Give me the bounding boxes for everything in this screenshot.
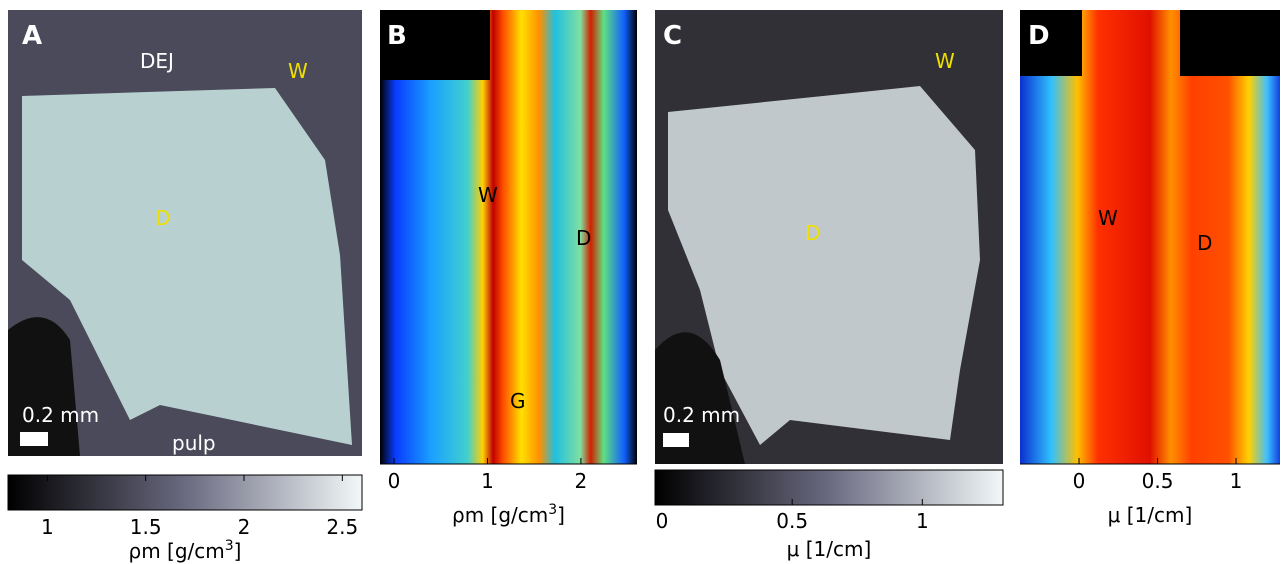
image-label: D	[1197, 231, 1212, 255]
tick-label: 1	[41, 515, 54, 539]
image-label: D	[805, 221, 820, 245]
tick-label: 0	[388, 469, 401, 493]
panel-b	[380, 10, 637, 464]
image-label: G	[510, 389, 526, 413]
tick-label: 2	[238, 515, 251, 539]
axis-label: μ [1/cm]	[787, 537, 872, 561]
axis-label-text: μ [1/cm]	[1108, 503, 1193, 527]
image-label: W	[478, 183, 498, 207]
axis-label-sup: 3	[548, 502, 557, 518]
axis-label-text: μ [1/cm]	[787, 537, 872, 561]
image-label: W	[935, 49, 955, 73]
tick-label: 1	[1230, 469, 1243, 493]
image-label: D	[576, 226, 591, 250]
axis-label-sup: 3	[225, 538, 234, 554]
panel-letter: A	[22, 21, 42, 51]
panel-c	[655, 10, 1003, 464]
tick-label: 0.5	[776, 509, 808, 533]
panel-letter: D	[1028, 21, 1050, 51]
tick-label: 1	[916, 509, 929, 533]
image-label: D	[155, 206, 170, 230]
tick-label: 2.5	[326, 515, 358, 539]
image-label: W	[288, 59, 308, 83]
axis-label-text: ρm [g/cm	[129, 539, 225, 563]
axis-label-end: ]	[557, 503, 565, 527]
panel-letter: C	[663, 21, 682, 51]
image-label: W	[1098, 206, 1118, 230]
tick-label: 1	[481, 469, 494, 493]
colorbar-a	[8, 475, 362, 510]
panel-a	[8, 10, 362, 456]
tick-label: 1.5	[130, 515, 162, 539]
axis-label: μ [1/cm]	[1108, 503, 1193, 527]
tick-label: 0.5	[1142, 469, 1174, 493]
tick-label: 0	[656, 509, 669, 533]
colorbar-c	[655, 470, 1003, 505]
tick-label: 0	[1073, 469, 1086, 493]
panel-d	[1020, 10, 1280, 464]
axis-label: ρm [g/cm3]	[452, 502, 565, 527]
figure: ADEJWD0.2 mmpulp11.522.5ρm [g/cm3]BWDG01…	[0, 0, 1286, 564]
image-label: 0.2 mm	[663, 403, 740, 427]
axis-label: ρm [g/cm3]	[129, 538, 242, 563]
tick-label: 2	[575, 469, 588, 493]
axis-label-text: ρm [g/cm	[452, 503, 548, 527]
image-label: DEJ	[140, 49, 174, 73]
axis-label-end: ]	[234, 539, 242, 563]
panel-letter: B	[387, 21, 407, 51]
image-label: 0.2 mm	[22, 403, 99, 427]
image-label: pulp	[172, 431, 216, 455]
